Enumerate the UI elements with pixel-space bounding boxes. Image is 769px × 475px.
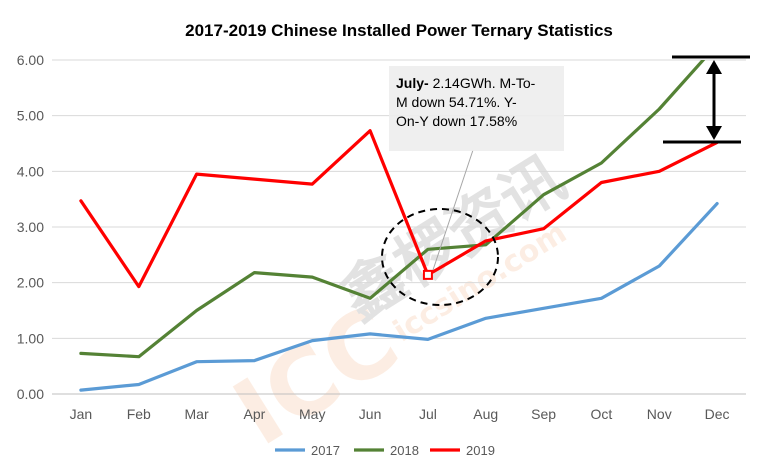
grid-lines (52, 59, 746, 395)
series-lines (79, 60, 719, 392)
x-tick-label: Oct (591, 406, 613, 422)
x-tick-label: Aug (473, 406, 498, 422)
x-tick-label: Apr (244, 406, 266, 422)
legend: 2017 2018 2019 (275, 443, 495, 458)
series-line-2017 (79, 202, 719, 392)
annotation-line-3: On-Y down 17.58% (396, 113, 517, 129)
annotation: July- 2.14GWh. M-To- M down 54.71%. Y- O… (381, 66, 564, 306)
annotation-bold: July- (396, 75, 429, 91)
callout-leader (432, 149, 474, 271)
x-tick-label: Mar (185, 406, 209, 422)
annotation-text-1: 2.14GWh. M-To- (429, 75, 536, 91)
series-line-2019 (79, 129, 719, 289)
chart-title: 2017-2019 Chinese Installed Power Ternar… (185, 21, 613, 40)
y-tick-label: 5.00 (17, 108, 44, 124)
x-axis: Jan Feb Mar Apr May Jun Jul Aug Sep Oct Nov Dec (70, 406, 730, 422)
legend-label-2017: 2017 (311, 443, 340, 458)
y-tick-label: 4.00 (17, 163, 44, 179)
x-tick-label: Nov (647, 406, 672, 422)
gap-arrow-head-down (706, 126, 722, 140)
annotation-line-1: July- 2.14GWh. M-To- (396, 75, 536, 91)
annotation-box (389, 66, 564, 151)
x-tick-label: Sep (531, 406, 556, 422)
y-tick-label: 3.00 (17, 219, 44, 235)
x-tick-label: Jun (359, 406, 382, 422)
gap-marker (663, 55, 750, 144)
series-line-2018 (79, 60, 706, 359)
y-tick-label: 1.00 (17, 330, 44, 346)
y-tick-label: 2.00 (17, 275, 44, 291)
legend-label-2019: 2019 (466, 443, 495, 458)
x-tick-label: Jul (419, 406, 437, 422)
highlight-ellipse (381, 208, 499, 306)
annotation-line-2: M down 54.71%. Y- (396, 94, 517, 110)
gap-arrow-head-up (706, 60, 722, 74)
july-2019-marker (422, 269, 433, 280)
x-tick-label: Jan (70, 406, 93, 422)
x-tick-label: Feb (127, 406, 151, 422)
y-axis: 0.00 1.00 2.00 3.00 4.00 5.00 6.00 (17, 52, 44, 402)
y-tick-label: 0.00 (17, 386, 44, 402)
x-tick-label: May (299, 406, 325, 422)
y-tick-label: 6.00 (17, 52, 44, 68)
legend-label-2018: 2018 (390, 443, 419, 458)
x-tick-label: Dec (705, 406, 730, 422)
